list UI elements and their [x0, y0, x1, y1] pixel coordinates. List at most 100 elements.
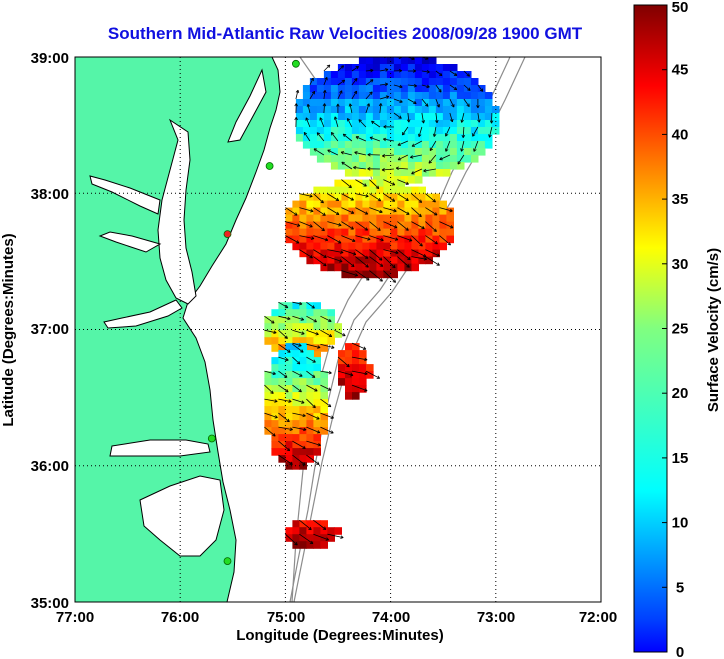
velocity-cell — [285, 441, 293, 449]
vector-head — [364, 183, 367, 187]
current-vector — [292, 384, 302, 393]
vector-head — [397, 142, 401, 146]
velocity-cell — [337, 78, 346, 86]
velocity-cell — [404, 228, 412, 237]
velocity-cell — [313, 337, 321, 345]
velocity-cell — [337, 99, 346, 107]
velocity-cell — [338, 371, 346, 379]
chart-title: Southern Mid-Atlantic Raw Velocities 200… — [108, 24, 583, 43]
velocity-cell — [390, 242, 398, 251]
vector-head — [338, 240, 342, 244]
vector-head — [285, 357, 289, 361]
velocity-cell — [285, 309, 293, 317]
vector-head — [286, 335, 288, 339]
velocity-cell — [365, 106, 374, 114]
velocity-cell — [439, 207, 447, 216]
velocity-cell — [411, 221, 419, 230]
velocity-cell — [323, 141, 332, 149]
velocity-cell — [421, 141, 430, 149]
current-vector — [379, 96, 389, 100]
velocity-cell — [313, 527, 321, 535]
velocity-cell — [383, 186, 391, 195]
velocity-cell — [435, 64, 444, 72]
current-vector — [306, 440, 321, 446]
current-vector — [306, 343, 321, 348]
velocity-cell — [292, 200, 300, 209]
vector-head — [352, 263, 355, 267]
velocity-cell — [470, 127, 479, 135]
velocity-cell — [358, 57, 367, 65]
velocity-cell — [299, 193, 307, 202]
vector-head — [338, 225, 342, 227]
vector-head — [302, 415, 306, 418]
velocity-cell — [306, 330, 314, 338]
velocity-cell — [292, 302, 300, 310]
current-vector — [337, 65, 344, 72]
velocity-cell — [292, 364, 300, 372]
velocity-cell — [292, 235, 300, 244]
current-vector — [313, 193, 324, 204]
velocity-cell — [299, 235, 307, 244]
velocity-cell — [302, 92, 311, 100]
vector-head — [398, 57, 402, 60]
velocity-cell — [372, 99, 381, 107]
current-vector — [323, 77, 328, 86]
velocity-cell — [306, 455, 314, 463]
vector-head — [377, 375, 381, 379]
velocity-cell — [348, 214, 356, 223]
velocity-cell — [393, 162, 402, 170]
vector-head — [413, 70, 416, 73]
vector-head — [385, 95, 389, 97]
velocity-cell — [390, 193, 398, 202]
radar-stations — [207, 59, 300, 565]
current-vector — [320, 384, 331, 391]
velocity-cell — [306, 309, 314, 317]
vector-head — [366, 103, 370, 106]
velocity-cell — [355, 179, 363, 188]
vector-head — [450, 225, 454, 229]
velocity-cell — [306, 520, 314, 528]
velocity-cell — [292, 455, 300, 463]
y-tick-label: 36:00 — [31, 458, 69, 475]
velocity-cell — [362, 207, 370, 216]
velocity-cell — [435, 134, 444, 142]
x-tick-label: 75:00 — [267, 609, 305, 626]
vector-head — [310, 211, 314, 213]
current-vectors — [264, 57, 494, 546]
vector-head — [324, 262, 327, 266]
velocity-cell — [344, 148, 353, 156]
velocity-cell — [432, 200, 440, 209]
velocity-cell — [358, 155, 367, 163]
velocity-cell — [365, 85, 374, 93]
vector-head — [301, 349, 304, 353]
velocity-cell — [292, 378, 300, 386]
vector-head — [296, 362, 300, 365]
velocity-cell — [421, 92, 430, 100]
velocity-cell — [313, 371, 321, 379]
velocity-cell — [278, 392, 286, 400]
current-vector — [327, 207, 340, 215]
vector-head — [375, 187, 379, 189]
vector-head — [354, 152, 358, 155]
current-vector — [407, 84, 417, 87]
current-vector — [306, 370, 316, 378]
velocity-cell — [299, 214, 307, 223]
current-vector — [397, 235, 413, 242]
delaware-bay — [227, 68, 267, 143]
velocity-cell — [372, 64, 381, 72]
current-vector — [411, 256, 427, 260]
velocity-cell — [428, 106, 437, 114]
vector-head — [477, 105, 480, 109]
velocity-cell — [338, 350, 346, 358]
velocity-cell — [299, 323, 307, 331]
velocity-cell — [442, 134, 451, 142]
velocity-cell — [386, 113, 395, 121]
vector-head — [287, 318, 291, 321]
vector-head — [312, 406, 316, 409]
velocity-cell — [285, 455, 293, 463]
vector-head — [455, 86, 458, 90]
vector-head — [430, 148, 433, 151]
velocity-cell — [323, 120, 332, 128]
vector-head — [367, 277, 370, 281]
velocity-cell — [320, 256, 328, 265]
